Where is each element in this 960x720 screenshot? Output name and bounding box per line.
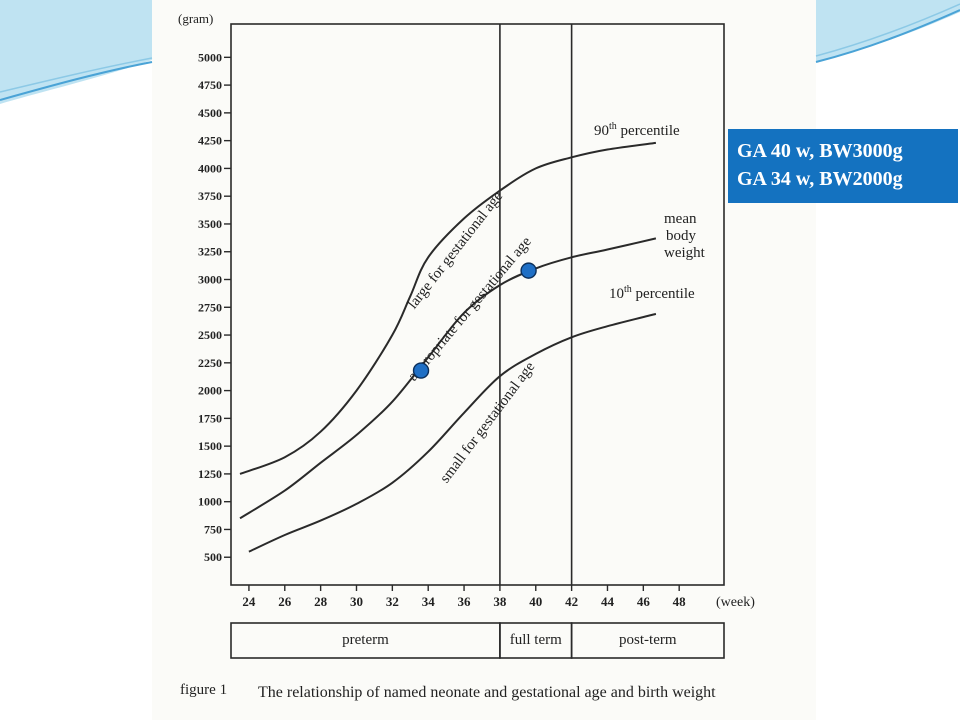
y-tick-label: 1500: [198, 439, 222, 453]
x-axis-label: (week): [716, 595, 755, 610]
y-tick-label: 4750: [198, 78, 222, 92]
y-tick-label: 2750: [198, 300, 222, 314]
y-tick-label: 4500: [198, 106, 222, 120]
series-label-mean-body-weight: mean: [664, 211, 697, 227]
x-tick-label: 24: [242, 594, 256, 609]
callout-box: GA 40 w, BW3000g GA 34 w, BW2000g: [728, 129, 958, 203]
x-tick-label: 34: [422, 594, 436, 609]
highlight-point-2: [412, 362, 430, 379]
plot-border: [230, 23, 725, 586]
x-tick-label: 36: [458, 594, 472, 609]
y-tick-label: 1250: [198, 467, 222, 481]
swoosh-left-fill: [0, 0, 152, 104]
scanned-figure-background: [152, 0, 816, 720]
x-tick-label: 38: [493, 594, 507, 609]
plot-frame: [230, 23, 725, 586]
y-tick-label: 2500: [198, 328, 222, 342]
callout-line-1: GA 40 w, BW3000g: [737, 140, 903, 162]
curve-mean-body-weight: [239, 237, 657, 520]
x-axis: (week) 24 26 28 30 32 34 36 38 40 42 44 46 48: [242, 585, 755, 610]
y-tick-label: 1750: [198, 411, 222, 425]
y-tick-label: 1000: [198, 495, 222, 509]
y-tick-label: 4000: [198, 161, 222, 175]
category-label: full term: [510, 632, 562, 648]
series-label-90th-percentile: 90th percentile: [594, 121, 680, 139]
y-tick-label: 500: [204, 550, 222, 564]
swoosh-left-line-2: [0, 57, 153, 93]
category-post-term: [570, 622, 725, 659]
swoosh-left-line: [0, 61, 153, 101]
x-tick-label: 26: [278, 594, 292, 609]
swoosh-right-fill: [816, 0, 960, 62]
x-tick-label: 42: [565, 594, 578, 609]
label-small-for-gestational-age: small for gestational age: [437, 359, 538, 486]
x-tick-label: 48: [673, 594, 687, 609]
term-category-bar: preterm full term post-term: [230, 622, 725, 659]
label-appropriate-for-gestational-age: appropriate for gestational age: [405, 234, 535, 385]
y-tick-label: 2000: [198, 384, 222, 398]
series-label-mean-body-weight: weight: [664, 245, 706, 261]
y-axis: (gram) 500 750 1000 1250 1500 1750 2000 2250 250…: [178, 11, 231, 564]
x-tick-label: 32: [386, 594, 399, 609]
slide-decoration: [0, 0, 960, 104]
swoosh-right-line-2: [815, 3, 960, 57]
y-tick-label: 2250: [198, 356, 222, 370]
y-tick-label: 750: [204, 522, 222, 536]
y-tick-label: 3250: [198, 245, 222, 259]
category-label: post-term: [619, 632, 677, 648]
figure-caption: figure 1 The relationship of named neona…: [180, 682, 716, 701]
y-tick-label: 5000: [198, 50, 222, 64]
x-tick-label: 40: [529, 594, 542, 609]
series-label-10th-percentile: 10th percentile: [609, 284, 695, 302]
highlight-points: [412, 262, 537, 379]
caption-label: figure 1: [180, 682, 227, 698]
y-axis-label: (gram): [178, 11, 213, 26]
category-label: preterm: [342, 632, 389, 648]
swoosh-right-line: [815, 9, 960, 63]
y-tick-label: 4250: [198, 134, 222, 148]
x-tick-label: 44: [601, 594, 615, 609]
curve-10th-percentile: [248, 312, 657, 553]
x-tick-label: 28: [314, 594, 328, 609]
y-tick-label: 3000: [198, 273, 222, 287]
term-boundary-lines: [499, 24, 573, 585]
x-tick-label: 30: [350, 594, 363, 609]
series-labels: 90th percentile 10th percentile meanbodywe…: [594, 121, 706, 302]
series-label-mean-body-weight: body: [666, 228, 697, 244]
caption-text: The relationship of named neonate and ge…: [258, 684, 716, 701]
percentile-curves: [239, 141, 657, 553]
y-tick-label: 3750: [198, 189, 222, 203]
y-tick-label: 3500: [198, 217, 222, 231]
x-tick-label: 46: [637, 594, 651, 609]
highlight-point-1: [520, 262, 537, 279]
callout-line-2: GA 34 w, BW2000g: [737, 168, 903, 190]
curve-90th-percentile: [239, 141, 657, 475]
